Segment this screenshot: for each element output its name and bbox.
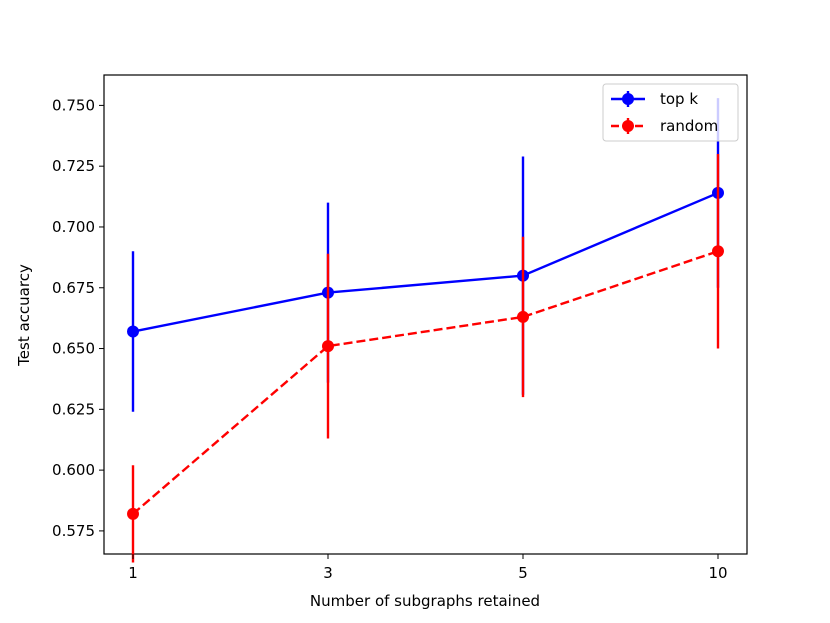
data-point-random bbox=[127, 507, 139, 520]
x-axis: 1 3 5 10 bbox=[128, 554, 728, 582]
x-tick-label: 3 bbox=[323, 564, 333, 582]
data-point-top-k bbox=[127, 325, 139, 338]
legend-marker-top-k bbox=[622, 93, 634, 105]
series-line-random bbox=[132, 250, 719, 515]
x-tick-label: 5 bbox=[518, 564, 528, 582]
x-tick-label: 10 bbox=[708, 564, 727, 582]
data-point-random bbox=[517, 310, 529, 323]
series-random bbox=[127, 154, 724, 563]
y-tick-label: 0.700 bbox=[52, 218, 95, 236]
x-tick-label: 1 bbox=[128, 564, 138, 582]
series-line-top-k bbox=[132, 191, 719, 333]
plot-frame bbox=[103, 74, 748, 555]
legend: top k random bbox=[602, 83, 739, 142]
y-tick-label: 0.625 bbox=[52, 400, 95, 418]
y-tick-label: 0.600 bbox=[52, 461, 95, 479]
data-point-random bbox=[322, 340, 334, 353]
plot-area bbox=[103, 74, 748, 563]
data-point-random bbox=[712, 245, 724, 258]
y-axis-title: Test accuarcy bbox=[15, 264, 33, 367]
series-top-k bbox=[127, 98, 724, 412]
x-axis-title: Number of subgraphs retained bbox=[310, 592, 540, 610]
y-tick-label: 0.575 bbox=[52, 522, 95, 540]
legend-label-random: random bbox=[660, 117, 718, 135]
y-tick-label: 0.675 bbox=[52, 279, 95, 297]
legend-label-top-k: top k bbox=[660, 90, 698, 108]
y-tick-label: 0.650 bbox=[52, 340, 95, 358]
series-layer bbox=[127, 98, 724, 563]
y-tick-label: 0.725 bbox=[52, 157, 95, 175]
y-tick-label: 0.750 bbox=[52, 96, 95, 114]
legend-marker-random bbox=[622, 120, 634, 132]
y-axis: 0.575 0.600 0.625 0.650 0.675 0.700 0.725 0.750 bbox=[52, 96, 104, 540]
